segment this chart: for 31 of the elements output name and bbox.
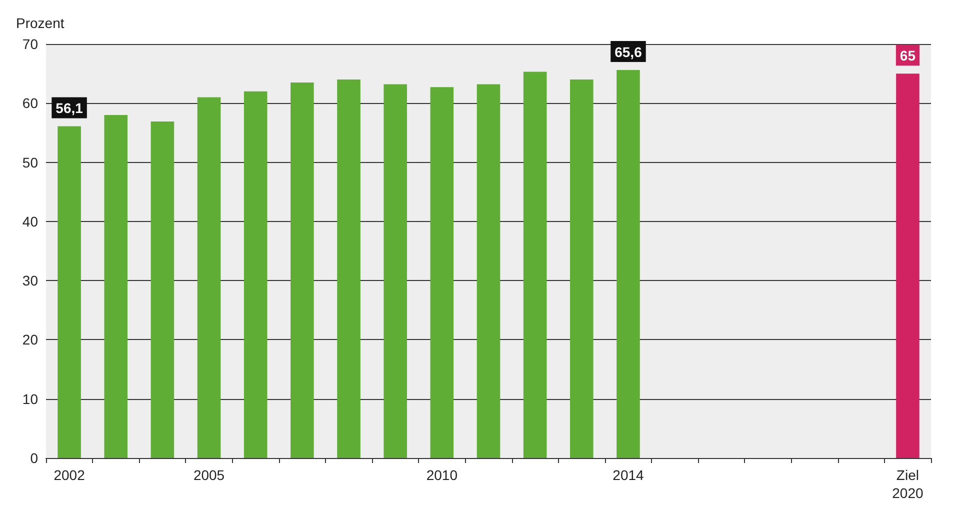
x-tick-label: 2010 bbox=[426, 467, 458, 483]
x-tick-label: Ziel 2020 bbox=[892, 467, 924, 501]
bar bbox=[104, 114, 128, 458]
x-tick-label: 2014 bbox=[612, 467, 644, 483]
bar bbox=[197, 97, 221, 458]
y-tick-label: 20 bbox=[22, 332, 38, 348]
bar bbox=[430, 87, 454, 458]
bar bbox=[337, 79, 360, 458]
y-tick-label: 40 bbox=[22, 213, 38, 230]
x-tick-label: 2002 bbox=[54, 467, 86, 483]
bar bbox=[290, 82, 314, 458]
y-tick-label: 70 bbox=[22, 36, 38, 52]
bar bbox=[58, 126, 81, 458]
y-axis-title: Prozent bbox=[16, 15, 64, 31]
bar bbox=[570, 79, 594, 458]
y-tick-label: 10 bbox=[22, 390, 38, 407]
bar bbox=[150, 121, 174, 458]
y-tick-label: 60 bbox=[22, 95, 38, 112]
data-label: 65,6 bbox=[614, 44, 642, 60]
y-tick-label: 50 bbox=[22, 154, 38, 170]
bar bbox=[384, 84, 407, 458]
bar bbox=[896, 74, 920, 458]
y-tick-label: 0 bbox=[30, 450, 38, 466]
y-tick-label: 30 bbox=[22, 272, 38, 289]
bar bbox=[523, 72, 547, 458]
x-tick-label: 2005 bbox=[193, 467, 225, 483]
bar bbox=[476, 84, 500, 458]
data-label: 65 bbox=[900, 48, 916, 64]
bar bbox=[244, 91, 268, 458]
bar bbox=[616, 70, 640, 458]
data-label: 56,1 bbox=[56, 100, 84, 116]
